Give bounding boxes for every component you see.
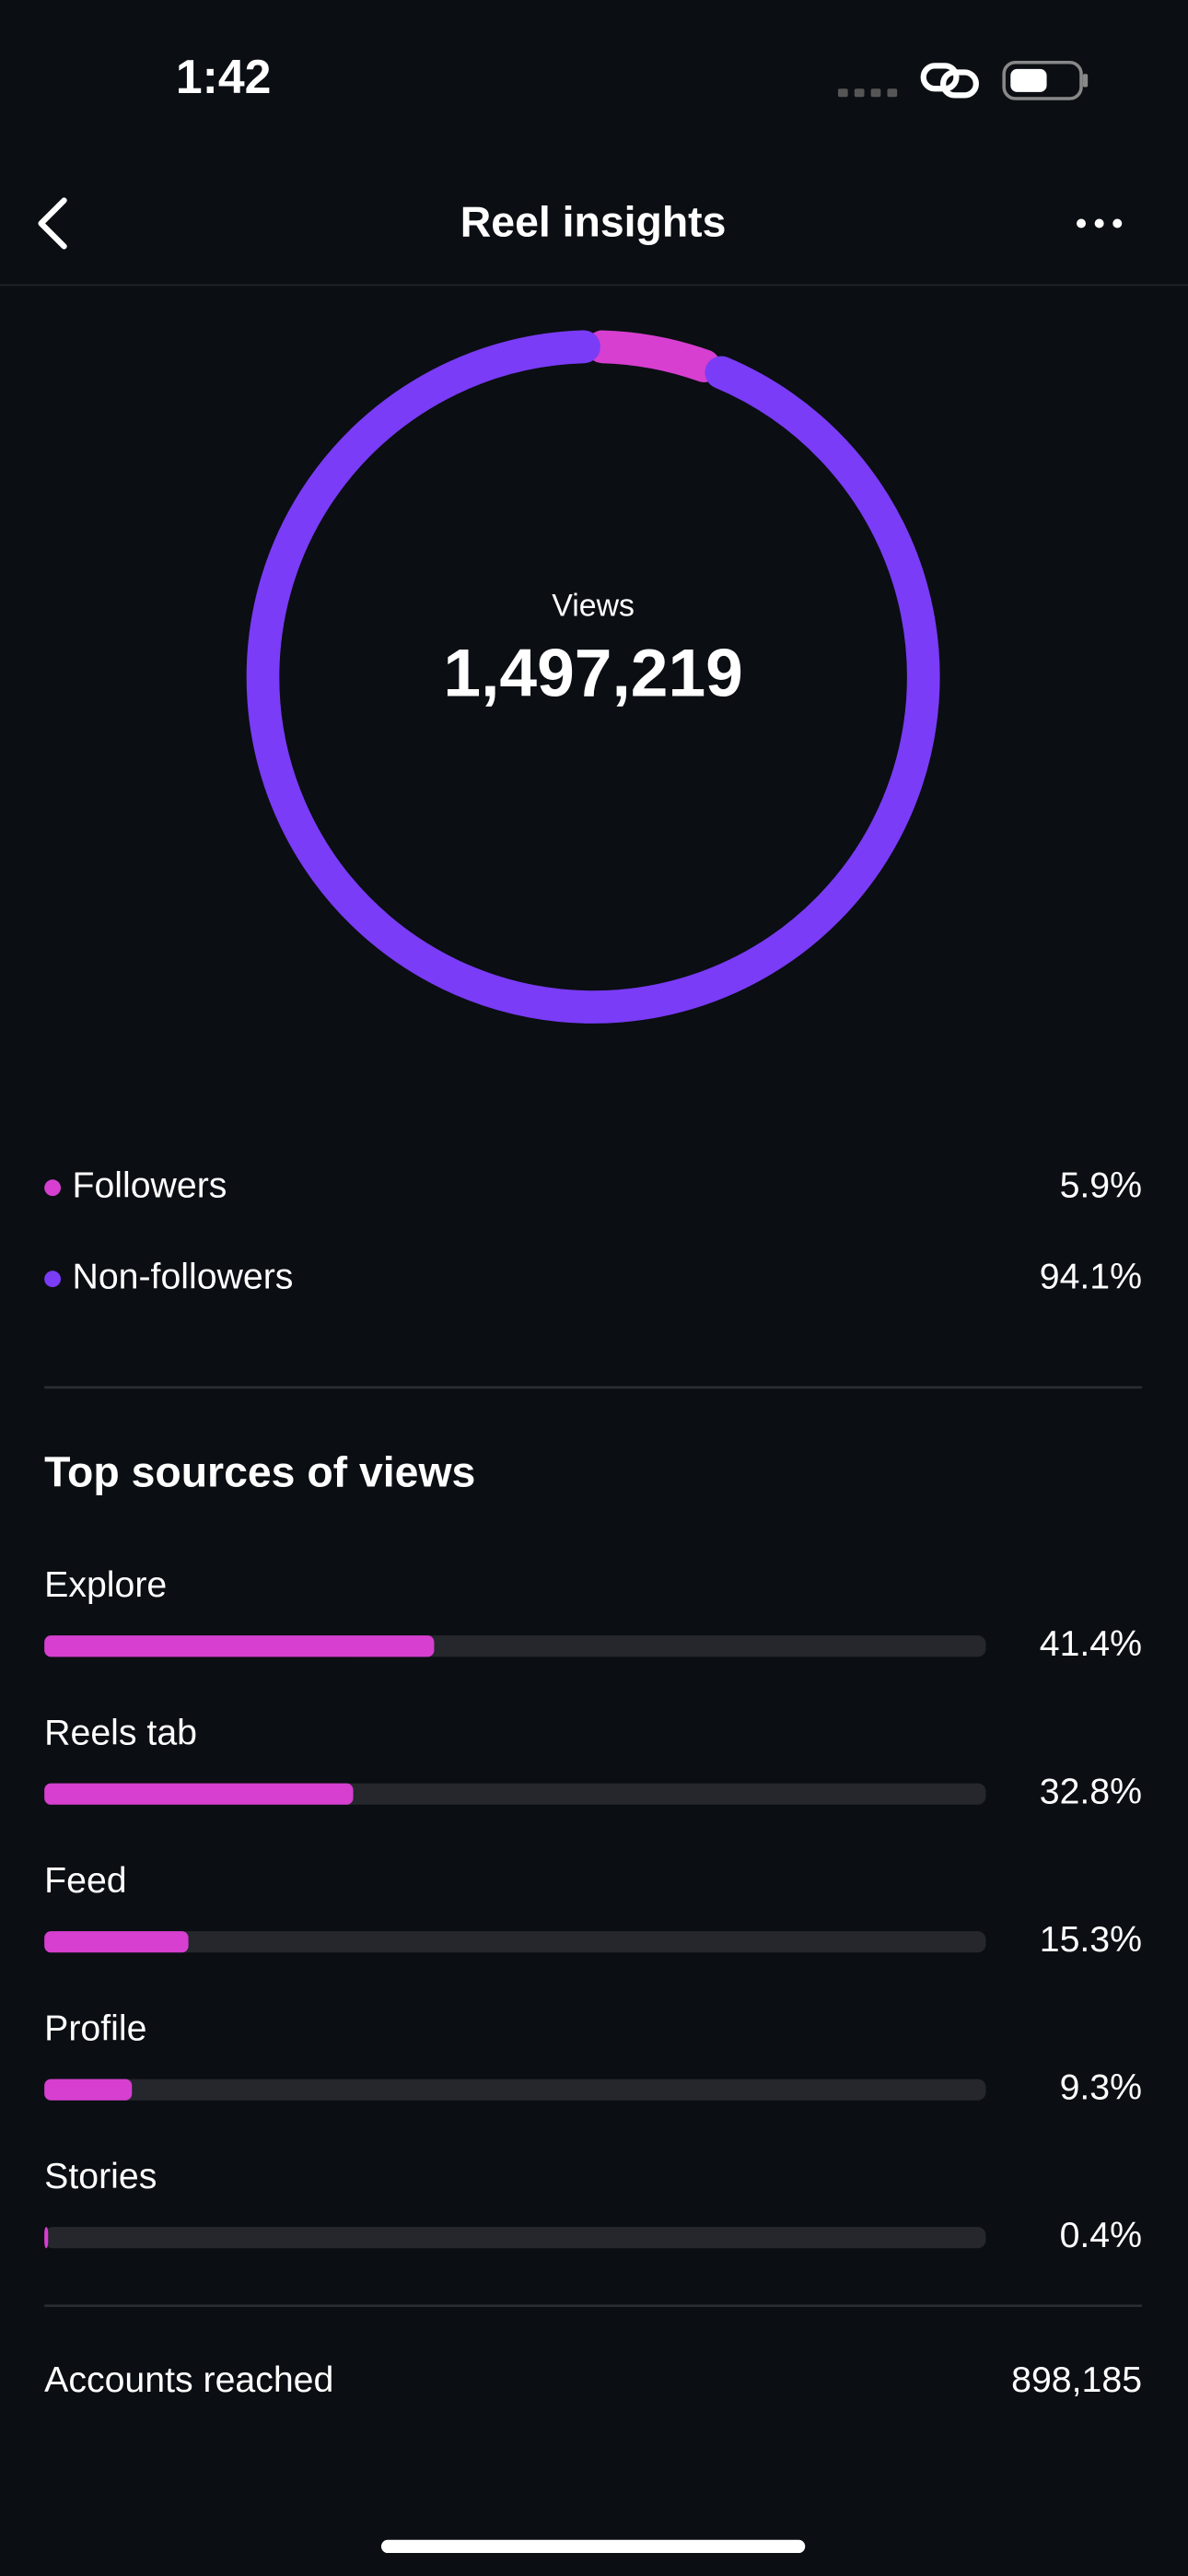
- legend-dot: [44, 1270, 62, 1288]
- bar-track: [44, 2078, 986, 2101]
- bar-track: [44, 2227, 986, 2249]
- bar: [44, 2227, 49, 2249]
- views-label: Views: [552, 589, 635, 624]
- battery-icon: [1002, 60, 1083, 100]
- source-value: 41.4%: [1040, 1623, 1142, 1664]
- views-total: 1,497,219: [443, 637, 742, 711]
- source-label: Stories: [44, 2156, 157, 2196]
- source-label: Feed: [44, 1860, 126, 1901]
- more-button[interactable]: [1077, 218, 1123, 228]
- accounts-reached-label: Accounts reached: [44, 2359, 333, 2400]
- legend-value: 94.1%: [1040, 1257, 1142, 1297]
- bar: [44, 1635, 435, 1657]
- source-label: Explore: [44, 1564, 167, 1605]
- source-value: 0.4%: [1060, 2215, 1142, 2255]
- battery-tip: [1082, 74, 1089, 88]
- donut-segment: [586, 330, 721, 382]
- source-value: 9.3%: [1060, 2067, 1142, 2108]
- bar: [44, 1783, 354, 1805]
- back-button[interactable]: [38, 197, 67, 250]
- home-indicator: [380, 2539, 806, 2554]
- page-title: Reel insights: [460, 198, 727, 246]
- signal-icon: [837, 88, 898, 98]
- bar: [44, 1931, 189, 1953]
- legend-label: Followers: [73, 1165, 227, 1206]
- source-label: Profile: [44, 2008, 146, 2048]
- accounts-reached-value: 898,185: [1011, 2359, 1142, 2400]
- source-label: Reels tab: [44, 1712, 197, 1752]
- legend-label: Non-followers: [73, 1257, 294, 1297]
- bar: [44, 2078, 133, 2101]
- clock: 1:42: [176, 50, 272, 103]
- legend-dot: [44, 1179, 62, 1197]
- bar-track: [44, 1931, 986, 1953]
- legend-value: 5.9%: [1060, 1165, 1142, 1206]
- section-title: Top sources of views: [44, 1448, 475, 1496]
- donut-segment: [246, 330, 940, 1024]
- link-icon: [920, 63, 979, 99]
- battery-level: [1010, 68, 1047, 92]
- source-value: 32.8%: [1040, 1772, 1142, 1812]
- source-value: 15.3%: [1040, 1919, 1142, 1960]
